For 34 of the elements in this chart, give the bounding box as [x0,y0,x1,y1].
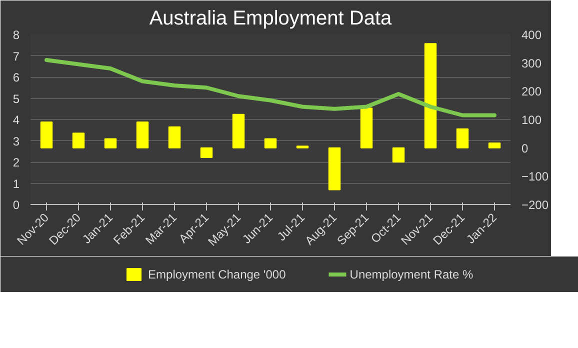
bar [456,128,469,148]
bar [264,138,277,148]
bar [200,147,213,158]
bar [104,138,117,148]
bar [72,132,85,148]
bar [40,122,53,148]
y-tick-label: 7 [12,49,20,64]
bar [424,43,437,148]
y2-tick-label: 300 [522,56,542,70]
y-tick-label: 3 [12,134,20,148]
y2-tick-label: 200 [522,84,542,99]
line-series [44,58,496,118]
y-tick-label: 8 [12,28,20,42]
bar [392,147,405,162]
legend-label: Employment Change '000 [148,268,286,282]
bar [232,114,245,148]
y-tick-label: 4 [12,113,20,127]
bar [136,122,149,148]
bar [488,142,501,148]
y-tick-label: 0 [12,198,20,212]
bar [360,108,373,148]
bar [328,147,341,190]
y2-tick-label: 0 [522,141,528,156]
bar [168,126,181,148]
y-tick-label: 6 [12,70,20,84]
y-tick-label: 1 [12,176,20,191]
y-tick-label: 5 [12,92,20,106]
y2-tick-label: −100 [522,170,549,184]
y-tick-label: 2 [12,156,20,170]
y2-tick-label: 100 [522,113,542,127]
y2-tick-label: 400 [522,28,542,42]
legend-label: Unemployment Rate % [350,268,474,282]
chart-title: Australia Employment Data [149,8,393,30]
y2-tick-label: −200 [522,198,549,212]
